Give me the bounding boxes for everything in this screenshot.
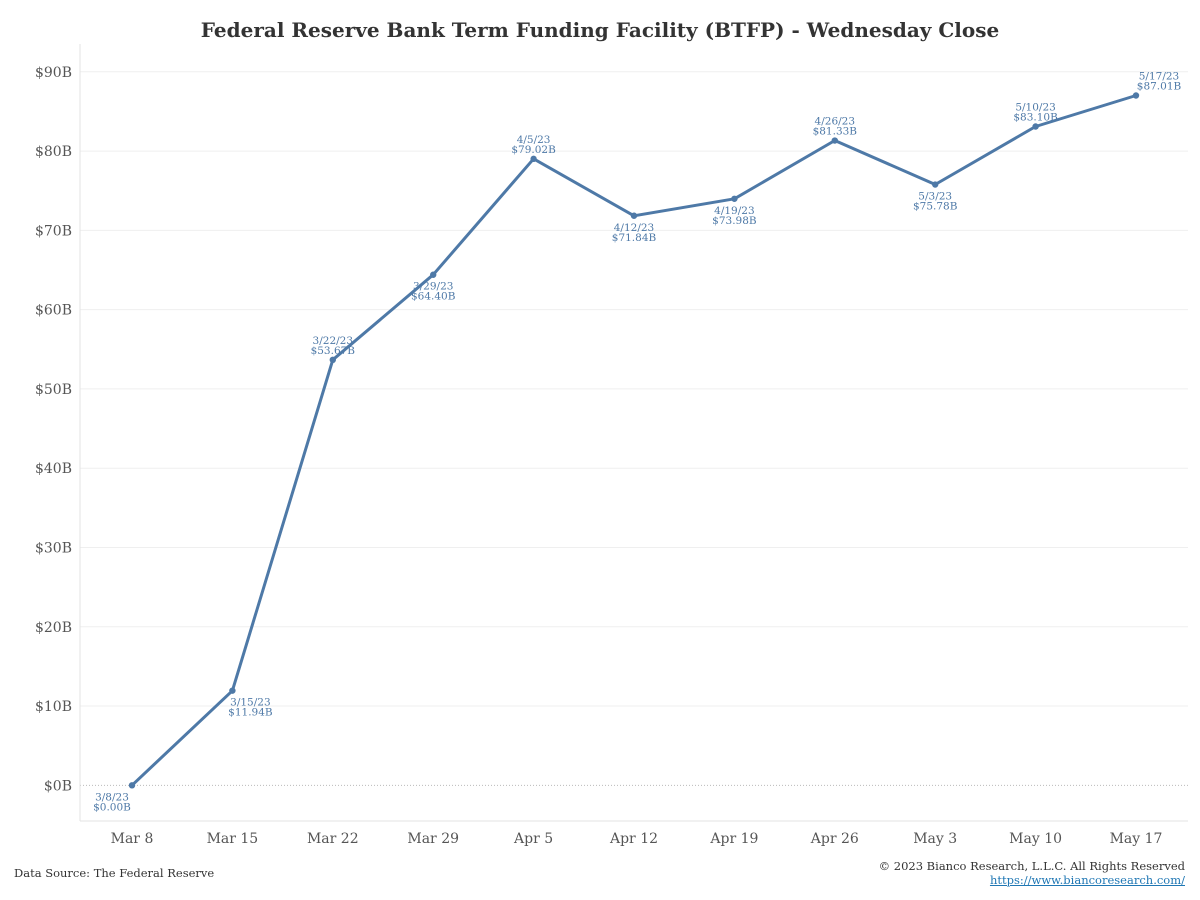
x-tick-label: Mar 8 <box>111 831 154 847</box>
x-axis-ticks: Mar 8 Mar 15 Mar 22 Mar 29 Apr 5 Apr 12 Apr 19… <box>111 831 1163 847</box>
data-point <box>329 356 336 364</box>
data-label-value: $75.78B <box>913 201 958 213</box>
data-points <box>128 92 1140 789</box>
x-tick-label: Apr 26 <box>810 831 859 847</box>
data-label-date: 3/22/23 <box>313 335 353 347</box>
data-point <box>932 181 939 188</box>
data-label-value: $64.40B <box>411 291 456 303</box>
data-label-value: $53.67B <box>311 345 356 357</box>
data-label-date: 5/10/23 <box>1015 101 1055 113</box>
website-link[interactable]: https://www.biancoresearch.com/ <box>989 873 1185 887</box>
data-label-date: 5/17/23 <box>1139 70 1179 82</box>
chart-title: Federal Reserve Bank Term Funding Facili… <box>201 18 999 42</box>
data-label-value: $83.10B <box>1013 111 1058 123</box>
data-label-date: 4/5/23 <box>517 134 551 146</box>
data-point <box>430 271 437 278</box>
data-label-date: 5/3/23 <box>918 191 952 203</box>
y-tick-label: $40B <box>35 461 72 477</box>
data-label-value: $11.94B <box>228 707 273 719</box>
data-label-value: $73.98B <box>712 215 757 227</box>
data-label-value: $71.84B <box>612 232 657 244</box>
data-label-date: 3/8/23 <box>95 791 129 803</box>
x-tick-label: Apr 5 <box>513 831 553 847</box>
y-tick-label: $70B <box>35 223 72 239</box>
data-label-value: $81.33B <box>813 126 858 138</box>
y-tick-label: $30B <box>35 540 72 556</box>
y-axis-ticks: $0B $10B $20B $30B $40B $50B $60B $70B $80B $90B <box>35 65 72 795</box>
data-point <box>1132 92 1140 99</box>
axes <box>79 44 1188 822</box>
data-point <box>128 782 136 789</box>
y-tick-label: $0B <box>44 778 72 794</box>
x-tick-label: Mar 29 <box>407 831 459 847</box>
y-tick-label: $80B <box>35 144 72 160</box>
y-tick-label: $60B <box>35 303 72 319</box>
data-point <box>229 687 236 694</box>
data-labels: 3/8/23$0.00B 3/15/23$11.94B 3/22/23$53.67B… <box>93 70 1181 813</box>
x-tick-label: Mar 15 <box>207 831 259 847</box>
y-tick-label: $10B <box>35 699 72 715</box>
y-tick-label: $20B <box>35 620 72 636</box>
x-tick-label: Apr 19 <box>709 831 758 847</box>
y-tick-label: $90B <box>35 65 72 81</box>
footer-right: © 2023 Bianco Research, L.L.C. All Right… <box>879 859 1185 887</box>
data-label-value: $79.02B <box>511 144 556 156</box>
data-point <box>731 195 738 202</box>
data-label-date: 4/19/23 <box>714 205 754 217</box>
data-point <box>1032 123 1039 130</box>
data-point <box>530 155 537 163</box>
x-tick-label: May 10 <box>1009 831 1062 847</box>
data-source: Data Source: The Federal Reserve <box>14 866 215 880</box>
data-label-value: $0.00B <box>93 801 131 813</box>
x-tick-label: May 17 <box>1110 831 1163 847</box>
data-label-date: 4/12/23 <box>614 222 654 234</box>
series-line <box>130 94 1138 787</box>
data-label-date: 4/26/23 <box>815 116 855 128</box>
y-tick-label: $50B <box>35 382 72 398</box>
x-tick-label: Mar 22 <box>307 831 359 847</box>
copyright: © 2023 Bianco Research, L.L.C. All Right… <box>878 859 1185 873</box>
data-label-date: 3/29/23 <box>413 281 453 293</box>
data-label-date: 3/15/23 <box>230 697 270 709</box>
x-tick-label: Apr 12 <box>609 831 658 847</box>
x-tick-label: May 3 <box>913 831 957 847</box>
data-point <box>831 137 838 144</box>
gridlines <box>80 71 1188 786</box>
data-point <box>630 212 638 219</box>
data-label-value: $87.01B <box>1137 80 1182 92</box>
